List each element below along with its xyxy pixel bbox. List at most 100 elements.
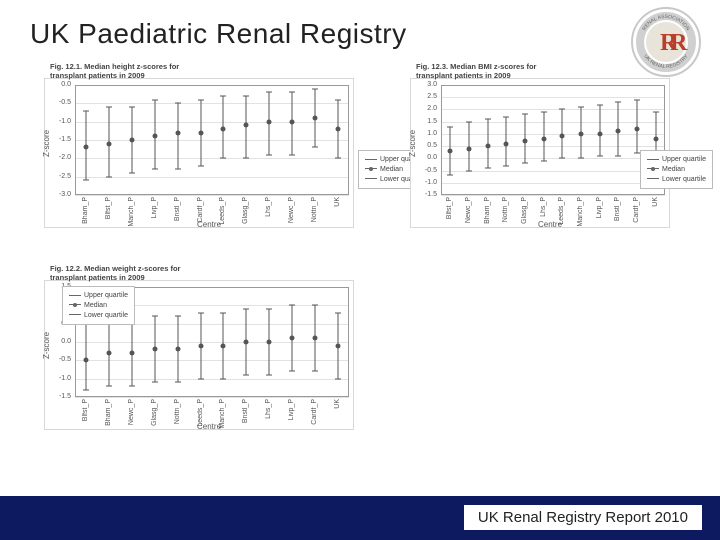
slide: UK Paediatric Renal Registry RENAL ASSOC… <box>0 0 720 540</box>
whisker-cap <box>289 305 295 306</box>
whisker-cap <box>243 309 249 310</box>
whisker-cap <box>243 96 249 97</box>
whisker <box>86 324 87 390</box>
chart2-title: Fig. 12.2. Median weight z-scores for tr… <box>50 264 180 282</box>
ytick-label: -0.5 <box>411 167 437 174</box>
whisker-cap <box>578 107 584 108</box>
ytick-label: -3.0 <box>45 191 71 198</box>
y-axis-label: Z-score <box>42 130 51 157</box>
whisker-cap <box>266 92 272 93</box>
whisker-cap <box>559 158 565 159</box>
median-marker <box>244 123 249 128</box>
chart3: 3.02.52.01.51.00.50.0-0.5-1.0-1.5Blfst_P… <box>410 78 670 228</box>
xtick-label: Nottn_P <box>174 399 181 424</box>
ytick-label: 1.5 <box>411 118 437 125</box>
xtick-label: Livp_P <box>288 399 295 420</box>
whisker-cap <box>175 103 181 104</box>
gridline <box>441 122 665 123</box>
xtick-label: Cardf_P <box>633 197 640 223</box>
xtick-label: Lhs_P <box>265 197 272 217</box>
xtick-label: Blfst_P <box>82 399 89 421</box>
median-marker <box>221 127 226 132</box>
whisker-cap <box>198 378 204 379</box>
gridline <box>75 397 349 398</box>
legend-row-median: Median <box>647 165 706 175</box>
gridline <box>441 183 665 184</box>
gridline <box>441 109 665 110</box>
gridline <box>75 177 349 178</box>
xtick-label: Glasg_P <box>151 399 158 426</box>
gridline <box>75 360 349 361</box>
gridline <box>75 379 349 380</box>
whisker-cap <box>129 107 135 108</box>
whisker-cap <box>152 169 158 170</box>
ytick-label: -1.5 <box>45 393 71 400</box>
ytick-label: -2.5 <box>45 173 71 180</box>
median-marker <box>267 340 272 345</box>
whisker-cap <box>466 121 472 122</box>
median-marker <box>107 141 112 146</box>
whisker-cap <box>615 155 621 156</box>
whisker-cap <box>106 176 112 177</box>
xtick-label: Bham_P <box>82 197 89 224</box>
median-marker <box>616 129 621 134</box>
whisker-cap <box>289 92 295 93</box>
whisker-cap <box>634 99 640 100</box>
whisker-cap <box>152 382 158 383</box>
whisker-cap <box>198 165 204 166</box>
xtick-label: Bnstl_P <box>242 399 249 423</box>
gridline <box>75 85 349 86</box>
gridline <box>75 140 349 141</box>
gridline <box>441 195 665 196</box>
svg-text:R: R <box>670 30 688 56</box>
legend-row-lower: Lower quartile <box>69 311 128 321</box>
legend-row-lower: Lower quartile <box>647 175 706 185</box>
xtick-label: Cardf_P <box>197 197 204 223</box>
gridline <box>441 158 665 159</box>
whisker-cap <box>175 316 181 317</box>
median-marker <box>504 141 509 146</box>
whisker-cap <box>597 155 603 156</box>
whisker-cap <box>522 163 528 164</box>
whisker-cap <box>106 107 112 108</box>
median-marker <box>152 347 157 352</box>
whisker-cap <box>522 114 528 115</box>
gridline <box>441 85 665 86</box>
whisker-cap <box>578 158 584 159</box>
gridline <box>441 171 665 172</box>
whisker-cap <box>152 99 158 100</box>
whisker-cap <box>503 165 509 166</box>
ytick-label: -1.0 <box>45 118 71 125</box>
chart3-legend: Upper quartileMedianLower quartile <box>640 150 713 189</box>
legend-row-median: Median <box>69 301 128 311</box>
median-marker <box>335 343 340 348</box>
whisker-cap <box>447 126 453 127</box>
legend-row-upper: Upper quartile <box>647 155 706 165</box>
median-marker <box>221 343 226 348</box>
xtick-label: Bnstl_P <box>174 197 181 221</box>
gridline <box>75 342 349 343</box>
median-marker <box>198 343 203 348</box>
whisker-cap <box>312 147 318 148</box>
xtick-label: Newc_P <box>128 399 135 425</box>
whisker-cap <box>266 375 272 376</box>
gridline <box>75 195 349 196</box>
median-marker <box>653 136 658 141</box>
ytick-label: -1.0 <box>411 179 437 186</box>
whisker-cap <box>335 312 341 313</box>
whisker-cap <box>220 378 226 379</box>
whisker-cap <box>266 309 272 310</box>
footer-bar: UK Renal Registry Report 2010 <box>0 496 720 540</box>
xtick-label: Nottn_P <box>502 197 509 222</box>
whisker-cap <box>289 371 295 372</box>
whisker-cap <box>335 378 341 379</box>
ytick-label: -0.5 <box>45 99 71 106</box>
legend-row-upper: Upper quartile <box>69 291 128 301</box>
median-marker <box>152 134 157 139</box>
median-marker <box>175 130 180 135</box>
xtick-label: Blfst_P <box>105 197 112 219</box>
xtick-label: Lhs_P <box>265 399 272 419</box>
ytick-label: 2.0 <box>411 105 437 112</box>
whisker-cap <box>559 109 565 110</box>
whisker-cap <box>312 88 318 89</box>
